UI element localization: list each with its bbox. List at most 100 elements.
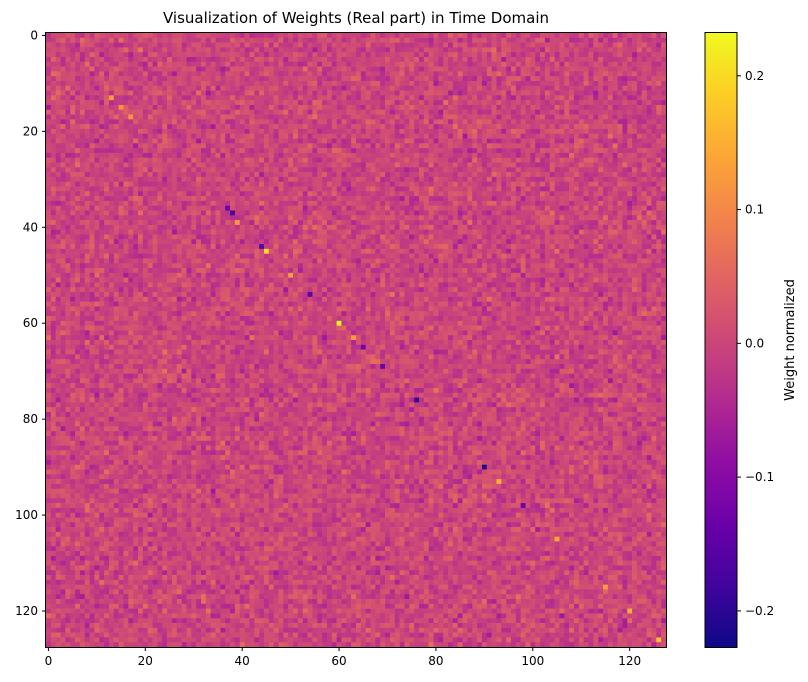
heatmap-cell (268, 71, 274, 77)
heatmap-cell (578, 56, 584, 63)
heatmap-cell (244, 128, 250, 135)
heatmap-cell (268, 205, 274, 211)
heatmap-cell (380, 210, 386, 216)
heatmap-cell (50, 100, 56, 106)
heatmap-cell (322, 148, 328, 154)
heatmap-cell (389, 176, 396, 183)
heatmap-cell (244, 181, 250, 187)
heatmap-cell (113, 181, 119, 187)
heatmap-cell (423, 128, 429, 135)
heatmap-cell (520, 200, 526, 206)
heatmap-cell (142, 215, 149, 221)
heatmap-cell (588, 104, 594, 111)
heatmap-cell (70, 152, 76, 159)
heatmap-cell (201, 148, 207, 154)
heatmap-cell (607, 196, 614, 202)
heatmap-cell (511, 85, 517, 91)
heatmap-cell (433, 148, 439, 154)
heatmap-cell (326, 133, 333, 139)
heatmap-cell (312, 42, 318, 48)
heatmap-cell (94, 205, 100, 211)
heatmap-cell (133, 109, 139, 115)
heatmap-cell (564, 61, 570, 67)
heatmap-cell (50, 71, 56, 77)
heatmap-cell (196, 85, 202, 91)
heatmap-cell (627, 56, 633, 63)
heatmap-cell (99, 52, 105, 58)
heatmap-cell (225, 52, 231, 58)
heatmap-cell (428, 196, 434, 202)
heatmap-cell (75, 80, 81, 87)
heatmap-cell (133, 157, 139, 163)
heatmap-cell (656, 42, 662, 48)
heatmap-cell (651, 90, 657, 96)
heatmap-cell (307, 128, 313, 135)
heatmap-cell (573, 61, 580, 67)
heatmap-cell (46, 196, 52, 202)
heatmap-cell (409, 148, 415, 154)
heatmap-cell (259, 215, 265, 221)
heatmap-cell (234, 133, 241, 139)
heatmap-cell (588, 152, 594, 159)
heatmap-cell (273, 104, 279, 111)
heatmap-cell (559, 200, 565, 206)
heatmap-cell (399, 76, 405, 82)
heatmap-cell (104, 128, 110, 135)
heatmap-cell (636, 133, 643, 139)
heatmap-cell (128, 191, 134, 197)
heatmap-cell (389, 138, 396, 144)
heatmap-cell (651, 167, 657, 173)
heatmap-cell (108, 176, 115, 183)
heatmap-cell (418, 148, 425, 154)
heatmap-cell (598, 80, 604, 87)
heatmap-cell (225, 148, 231, 154)
heatmap-cell (259, 196, 265, 202)
heatmap-cell (573, 90, 580, 96)
heatmap-cell (632, 210, 638, 216)
heatmap-cell (389, 52, 396, 58)
heatmap-cell (583, 181, 589, 187)
heatmap-cell (186, 157, 192, 163)
heatmap-cell (191, 124, 197, 130)
heatmap-cell (578, 215, 584, 221)
heatmap-cell (452, 191, 459, 197)
heatmap-cell (360, 152, 366, 159)
heatmap-cell (263, 52, 270, 58)
heatmap-cell (147, 124, 153, 130)
heatmap-cell (79, 191, 86, 197)
heatmap-cell (201, 90, 207, 96)
heatmap-cell (414, 186, 420, 192)
heatmap-cell (569, 200, 575, 206)
heatmap-cell (234, 124, 241, 130)
heatmap-cell (234, 37, 241, 43)
heatmap-cell (346, 71, 352, 77)
heatmap-cell (607, 90, 614, 96)
heatmap-cell (622, 133, 628, 139)
heatmap-cell (540, 148, 546, 154)
heatmap-cell (559, 215, 565, 221)
heatmap-cell (506, 143, 512, 149)
heatmap-cell (278, 114, 284, 120)
heatmap-cell (423, 196, 429, 202)
heatmap-cell (438, 95, 444, 101)
heatmap-cell (167, 205, 173, 211)
heatmap-cell (627, 176, 633, 183)
heatmap-cell (540, 95, 546, 101)
heatmap-cell (259, 200, 265, 206)
heatmap-cell (89, 200, 95, 206)
heatmap-cell (617, 42, 623, 48)
heatmap-cell (336, 162, 342, 168)
heatmap-cell (573, 37, 580, 43)
heatmap-cell (385, 42, 391, 48)
heatmap-cell (225, 167, 231, 173)
heatmap-cell (259, 76, 265, 82)
heatmap-cell (549, 210, 555, 216)
heatmap-cell (220, 176, 226, 183)
heatmap-cell (540, 181, 546, 187)
heatmap-cell (263, 172, 270, 178)
heatmap-cell (428, 90, 434, 96)
heatmap-cell (118, 100, 124, 106)
heatmap-cell (438, 143, 444, 149)
heatmap-cell (244, 104, 250, 111)
heatmap-cell (588, 42, 594, 48)
